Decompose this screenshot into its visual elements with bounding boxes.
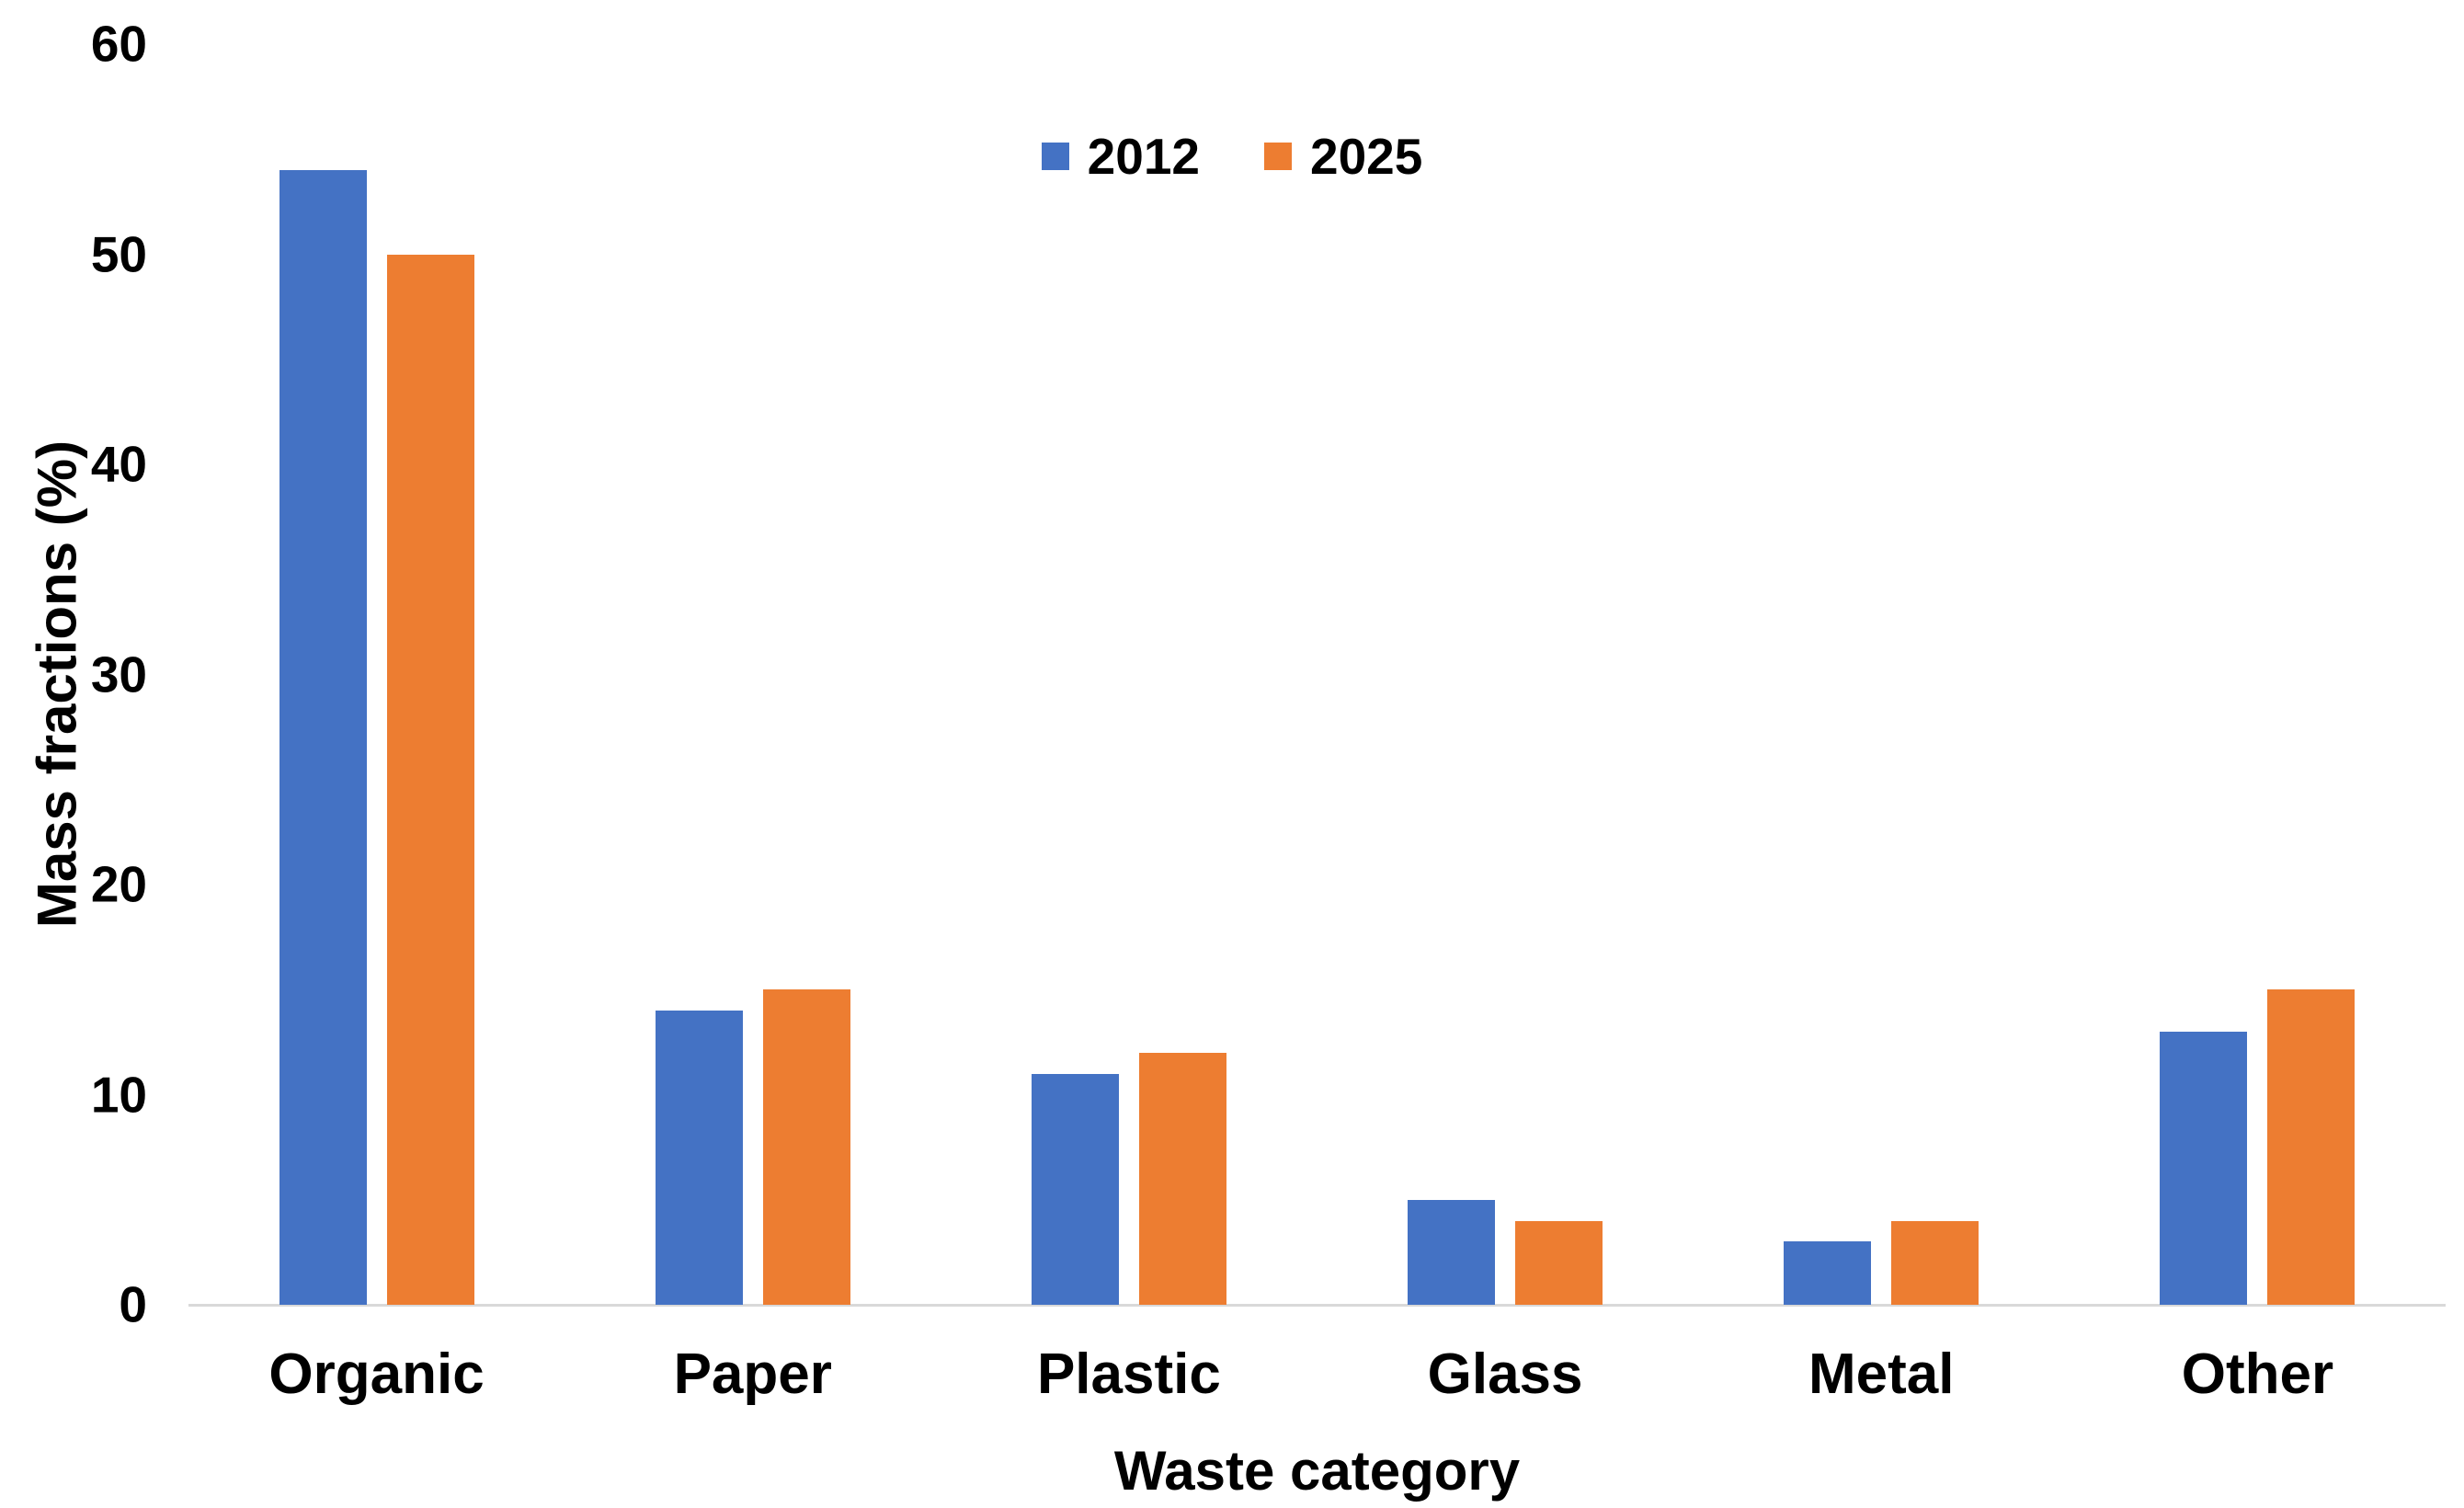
y-tick-label: 10 (90, 1066, 147, 1123)
category-label-metal: Metal (1808, 1342, 1955, 1406)
bar-glass-2025 (1515, 1220, 1603, 1305)
bar-metal-2025 (1891, 1220, 1979, 1305)
x-axis-line (188, 1304, 2446, 1307)
legend-label: 2025 (1310, 128, 1423, 185)
legend-item-2012: 2012 (1041, 128, 1200, 185)
bar-metal-2012 (1784, 1241, 1872, 1305)
x-axis-title: Waste category (1113, 1440, 1521, 1502)
bar-paper-2012 (655, 1011, 743, 1305)
y-tick-label: 40 (90, 435, 147, 493)
category-label-other: Other (2181, 1342, 2334, 1406)
legend-swatch-icon (1041, 143, 1069, 170)
bar-glass-2012 (1408, 1199, 1496, 1305)
legend: 2012 2025 (0, 128, 2464, 185)
bar-other-2012 (2160, 1031, 2248, 1305)
y-tick-label: 30 (90, 645, 147, 703)
y-tick-label: 60 (90, 15, 147, 73)
legend-swatch-icon (1264, 143, 1292, 170)
bar-plastic-2025 (1138, 1052, 1226, 1305)
bar-plastic-2012 (1031, 1073, 1119, 1305)
legend-label: 2012 (1087, 128, 1200, 185)
bar-organic-2025 (386, 254, 474, 1305)
y-tick-label: 0 (119, 1275, 147, 1333)
bar-paper-2025 (762, 989, 850, 1305)
bar-other-2025 (2267, 989, 2356, 1305)
category-label-plastic: Plastic (1036, 1342, 1221, 1406)
y-tick-label: 20 (90, 855, 147, 913)
category-label-organic: Organic (268, 1342, 485, 1406)
category-label-paper: Paper (673, 1342, 832, 1406)
category-label-glass: Glass (1427, 1342, 1583, 1406)
y-tick-label: 50 (90, 225, 147, 282)
bar-organic-2012 (279, 170, 367, 1305)
legend-item-2025: 2025 (1264, 128, 1423, 185)
